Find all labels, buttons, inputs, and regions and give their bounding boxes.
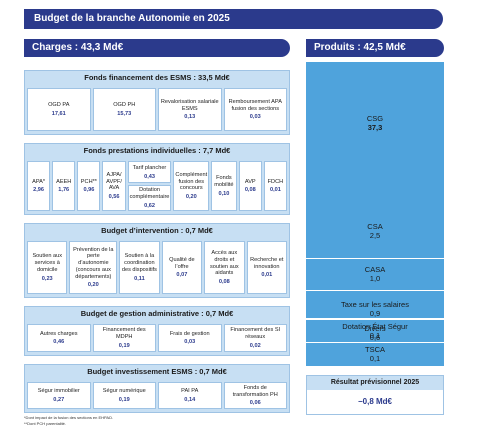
cell-recherche: Recherche et innovation 0,01: [246, 241, 287, 294]
cell-coordination: Soutien à la coordination des dispositif…: [119, 241, 160, 294]
section-esms-title: Fonds financement des ESMS : 33,5 Md€: [25, 71, 289, 85]
cell-autres-charges: Autres charges 0,46: [27, 324, 91, 352]
cell-financement-mdph: Financement des MDPH 0,19: [92, 324, 156, 352]
cell-ogd-pa: OGD PA 17,61: [27, 88, 91, 131]
cell-tarif-plancher: Tarif plancher 0,43: [127, 161, 172, 184]
produit-separator: [306, 258, 444, 259]
cell-si-reseaux: Financement des SI réseaux 0,02: [223, 324, 287, 352]
produit-csa: CSA 2,5: [367, 222, 383, 240]
cell-ajpa: AJPA/ AVPF/ AVA 0,56: [102, 161, 126, 211]
section-investissement-title: Budget investissement ESMS : 0,7 Md€: [25, 365, 289, 379]
section-gestion-title: Budget de gestion administrative : 0,7 M…: [25, 307, 289, 321]
produit-taxe-salaires: Taxe sur les salaires 0,9: [341, 300, 409, 318]
cell-ogd-ph: OGD PH 15,73: [92, 88, 156, 131]
cell-fdch: FDCH 0,01: [263, 161, 287, 211]
cell-remboursement-apa: Remboursement APA fusion des sections 0,0…: [223, 88, 287, 131]
cell-qualite-offre: Qualité de l’offre 0,07: [161, 241, 203, 294]
produit-tsca: TSCA 0,1: [306, 342, 444, 366]
produit-csg: CSG 37,3: [366, 114, 384, 132]
section-prestations: Fonds prestations individuelles : 7,7 Md…: [24, 143, 290, 215]
cell-pai-pa: PAI PA 0,14: [158, 382, 222, 409]
cell-fonds-mobilite: Fonds mobilité 0,10: [211, 161, 237, 211]
section-prestations-title: Fonds prestations individuelles : 7,7 Md…: [25, 144, 289, 158]
cell-apa: APA* 2,96: [27, 161, 51, 211]
cell-frais-gestion: Frais de gestion 0,03: [158, 324, 222, 352]
section-intervention: Budget d’intervention : 0,7 Md€ Soutien …: [24, 223, 290, 298]
cell-aeeh: AEEH 1,76: [52, 161, 76, 211]
produit-divers: Divers 0,6: [364, 324, 386, 342]
cell-acces-droits: Accès aux droits et soutien aux aidants 0…: [204, 241, 245, 294]
cell-fonds-transformation: Fonds de transformation PH 0,06: [223, 382, 287, 409]
section-esms: Fonds financement des ESMS : 33,5 Md€ OG…: [24, 70, 290, 135]
resultat-box: Résultat prévisionnel 2025 −0,8 Md€: [306, 375, 444, 415]
section-intervention-title: Budget d’intervention : 0,7 Md€: [25, 224, 289, 238]
cell-segur-numerique: Ségur numérique 0,19: [92, 382, 156, 409]
section-investissement: Budget investissement ESMS : 0,7 Md€ Ség…: [24, 364, 290, 413]
footnote-2: **Dont PCH parentalité.: [24, 421, 67, 426]
cell-pch: PCH** 0,96: [77, 161, 101, 211]
produit-casa: CASA 1,0: [364, 265, 386, 283]
resultat-label: Résultat prévisionnel 2025: [307, 376, 443, 390]
produits-header: Produits : 42,5 Md€: [306, 39, 444, 57]
cell-revalorisation: Revalorisation salariale ESMS 0,13: [158, 88, 222, 131]
cell-segur-immobilier: Ségur immobilier 0,27: [27, 382, 91, 409]
page-title: Budget de la branche Autonomie en 2025: [24, 9, 443, 29]
cell-prevention: Prévention de la perte d’autonomie (conc…: [69, 241, 118, 294]
cell-complement-fusion: Complément fusion des concours 0,20: [173, 161, 210, 211]
cell-dotation-complementaire: Dotation complémentaire 0,62: [127, 185, 172, 211]
resultat-value: −0,8 Md€: [307, 390, 443, 414]
cell-avp: AVP 0,08: [238, 161, 262, 211]
produit-dotation-etat: Dotation État Ségur 0,1: [306, 318, 444, 342]
section-gestion: Budget de gestion administrative : 0,7 M…: [24, 306, 290, 356]
charges-header: Charges : 43,3 Md€: [24, 39, 290, 57]
cell-soutien-domicile: Soutien aux services à domicile 0,23: [27, 241, 68, 294]
produit-separator: [306, 319, 444, 320]
produits-column: CSG 37,3 CSA 2,5 CASA 1,0 Taxe sur les sala…: [306, 62, 444, 366]
footnote-1: *Dont impact de la fusion des sections e…: [24, 415, 114, 420]
produit-separator: [306, 290, 444, 291]
